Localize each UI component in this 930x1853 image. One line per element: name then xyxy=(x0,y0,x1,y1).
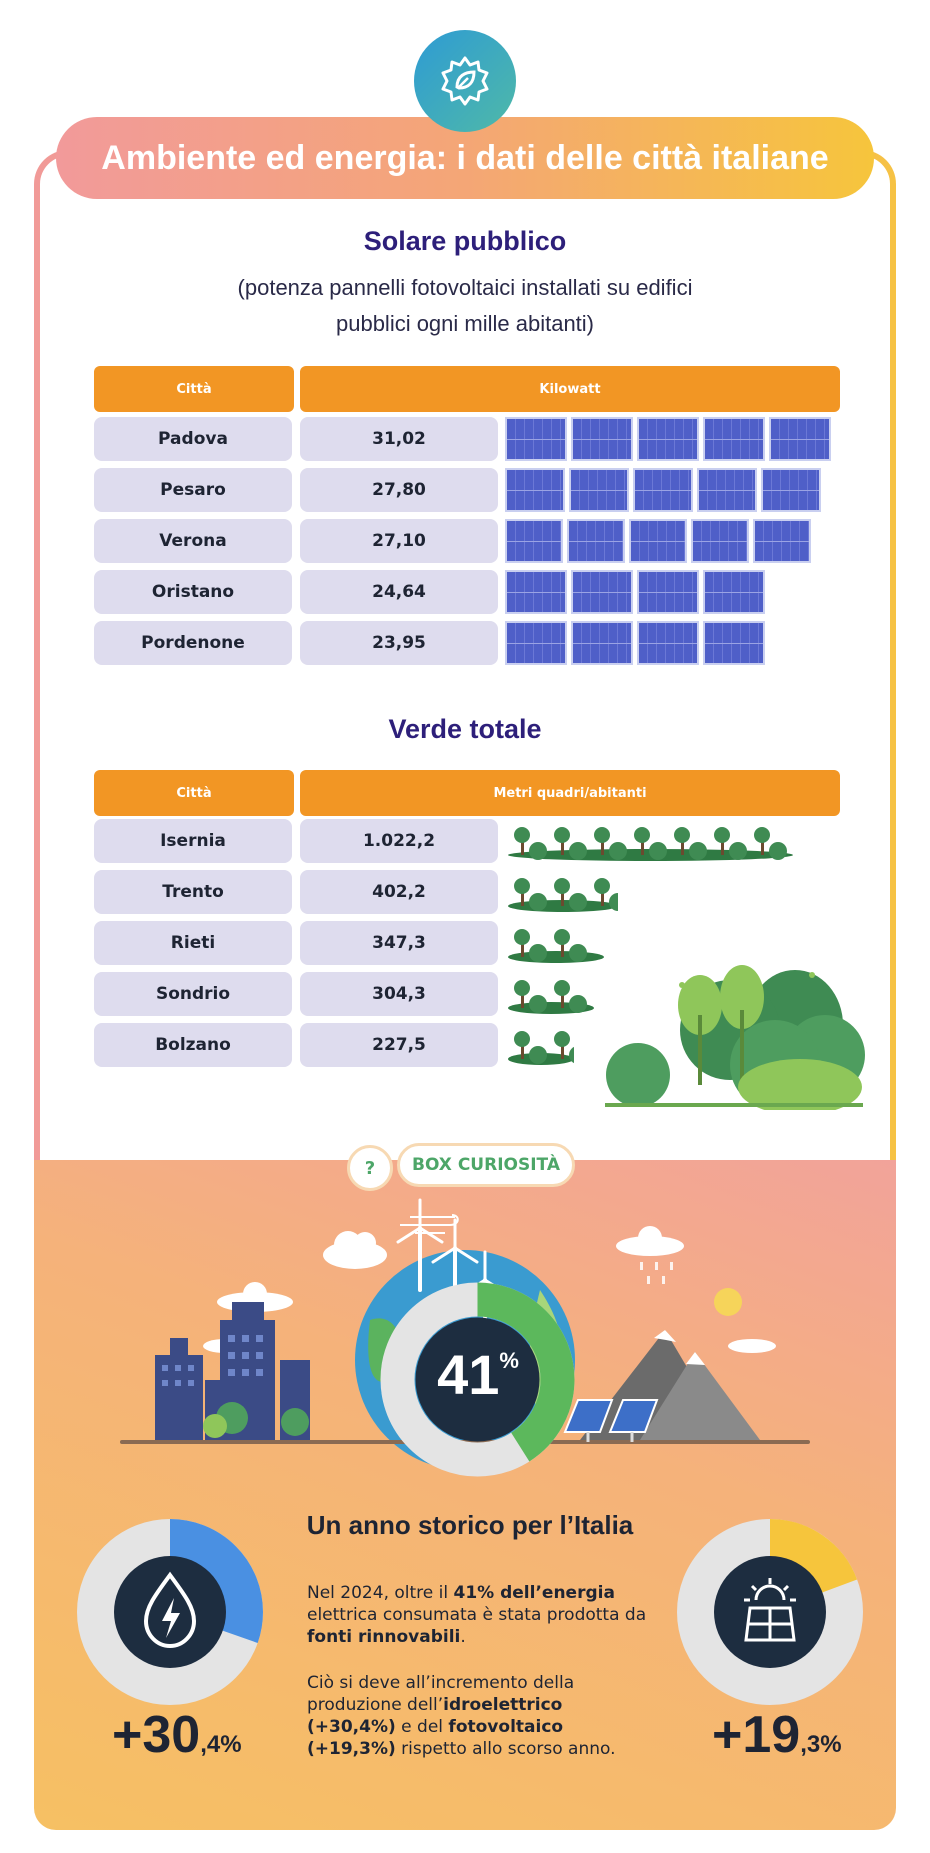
solar-panels-bar xyxy=(505,621,765,665)
solar-kilowatt-cell: 24,64 xyxy=(300,570,498,614)
bushes-illustration xyxy=(605,965,865,1110)
solar-panel-icon xyxy=(571,417,633,461)
solar-donut-arc xyxy=(677,1519,863,1705)
solar-panel-icon xyxy=(769,417,831,461)
solar-increase: +19,3% xyxy=(712,1705,842,1765)
solar-city-cell: Oristano xyxy=(94,570,292,614)
solar-panels-bar xyxy=(505,468,821,512)
solar-header-city: Città xyxy=(94,366,294,412)
p1-bold-a: 41% dell’energia xyxy=(453,1583,615,1603)
hydro-increase-dec: ,4% xyxy=(200,1731,242,1758)
solar-panel-icon xyxy=(691,519,749,563)
renewables-percent-unit: % xyxy=(499,1348,519,1373)
solar-panel-icon xyxy=(571,621,633,665)
solar-panel-icon xyxy=(761,468,821,512)
green-city-cell: Rieti xyxy=(94,921,292,965)
green-header-value: Metri quadri/abitanti xyxy=(300,770,840,816)
solar-panels-bar xyxy=(505,417,831,461)
green-value-cell: 227,5 xyxy=(300,1023,498,1067)
box-heading: Un anno storico per l’Italia xyxy=(306,1510,634,1540)
solar-panel-icon xyxy=(571,570,633,614)
solar-panel-icon xyxy=(505,519,563,563)
solar-panel-icon xyxy=(703,570,765,614)
green-value-cell: 347,3 xyxy=(300,921,498,965)
p2-text-a: Ciò si deve all’incremento della produzi… xyxy=(307,1673,575,1715)
solar-kilowatt-cell: 27,10 xyxy=(300,519,498,563)
p2-bold-c: fotovoltaico xyxy=(448,1717,564,1737)
renewables-percent-value: 41 xyxy=(437,1343,500,1406)
green-value-cell: 304,3 xyxy=(300,972,498,1016)
p2-bold-b: (+30,4%) xyxy=(307,1717,396,1737)
question-icon: ? xyxy=(347,1145,393,1191)
hydro-increase-int: +30 xyxy=(112,1706,201,1764)
solar-increase-dec: ,3% xyxy=(800,1731,842,1758)
trees-bar xyxy=(508,827,793,861)
box-paragraph-2: Ciò si deve all’incremento della produzi… xyxy=(307,1672,647,1760)
green-value-cell: 402,2 xyxy=(300,870,498,914)
solar-city-cell: Pordenone xyxy=(94,621,292,665)
trees-bar xyxy=(508,1031,574,1065)
solar-panel-icon xyxy=(753,519,811,563)
solar-subtitle-line2: pubblici ogni mille abitanti) xyxy=(335,311,595,336)
hydro-donut-arc xyxy=(77,1519,263,1705)
solar-panel-icon xyxy=(637,621,699,665)
solar-panel-icon xyxy=(569,468,629,512)
solar-panel-icon xyxy=(629,519,687,563)
solar-panel-icon xyxy=(697,468,757,512)
solar-city-cell: Padova xyxy=(94,417,292,461)
p2-bold-d: (+19,3%) xyxy=(307,1739,396,1759)
solar-kilowatt-cell: 23,95 xyxy=(300,621,498,665)
water-energy-icon xyxy=(143,1571,197,1649)
solar-panel-icon xyxy=(633,468,693,512)
trees-bar xyxy=(508,980,594,1014)
renewables-percent: 41% xyxy=(433,1342,523,1407)
solar-panel-icon xyxy=(567,519,625,563)
renewables-donut-arc xyxy=(380,1282,575,1477)
solar-panel-icon xyxy=(505,468,565,512)
solar-panel-icon xyxy=(703,621,765,665)
solar-panel-icon xyxy=(505,570,567,614)
renewables-donut xyxy=(380,1282,575,1477)
solar-panels-bar xyxy=(505,519,811,563)
solar-header-kilowatt: Kilowatt xyxy=(300,366,840,412)
p2-bold-a: idroelettrico xyxy=(443,1695,563,1715)
hydro-donut xyxy=(77,1519,263,1705)
page-title: Ambiente ed energia: i dati delle città … xyxy=(101,138,829,177)
green-city-cell: Sondrio xyxy=(94,972,292,1016)
solar-panel-icon xyxy=(744,1578,796,1642)
green-city-cell: Isernia xyxy=(94,819,292,863)
solar-panel-icon xyxy=(505,417,567,461)
solar-panel-icon xyxy=(637,417,699,461)
solar-panel-icon xyxy=(637,570,699,614)
solar-section-title: Solare pubblico xyxy=(363,226,567,256)
p1-text-b: elettrica consumata è stata prodotta da xyxy=(307,1605,647,1625)
page-title-bar: Ambiente ed energia: i dati delle città … xyxy=(56,117,874,199)
box-paragraph-1: Nel 2024, oltre il 41% dell’energia elet… xyxy=(307,1582,647,1648)
solar-panel-icon xyxy=(703,417,765,461)
p1-text-c: . xyxy=(460,1627,466,1647)
trees-bar xyxy=(508,929,604,963)
p1-text-a: Nel 2024, oltre il xyxy=(307,1583,454,1603)
trees-bar xyxy=(508,878,618,912)
green-header-city: Città xyxy=(94,770,294,816)
solar-kilowatt-cell: 31,02 xyxy=(300,417,498,461)
solar-increase-int: +19 xyxy=(712,1706,801,1764)
p2-text-b: e del xyxy=(395,1717,449,1737)
solar-city-cell: Pesaro xyxy=(94,468,292,512)
green-section-title: Verde totale xyxy=(388,714,542,744)
curiosity-tag: BOX CURIOSITÀ xyxy=(397,1143,575,1187)
solar-subtitle-line1: (potenza pannelli fotovoltaici installat… xyxy=(237,275,693,300)
leaf-badge-icon xyxy=(414,30,516,132)
solar-donut xyxy=(677,1519,863,1705)
solar-panels-bar xyxy=(505,570,765,614)
solar-kilowatt-cell: 27,80 xyxy=(300,468,498,512)
solar-city-cell: Verona xyxy=(94,519,292,563)
green-city-cell: Trento xyxy=(94,870,292,914)
solar-panel-icon xyxy=(505,621,567,665)
hydro-increase: +30,4% xyxy=(112,1705,242,1765)
green-city-cell: Bolzano xyxy=(94,1023,292,1067)
p1-bold-b: fonti rinnovabili xyxy=(307,1627,461,1647)
p2-text-c: rispetto allo scorso anno. xyxy=(395,1739,616,1759)
green-value-cell: 1.022,2 xyxy=(300,819,498,863)
